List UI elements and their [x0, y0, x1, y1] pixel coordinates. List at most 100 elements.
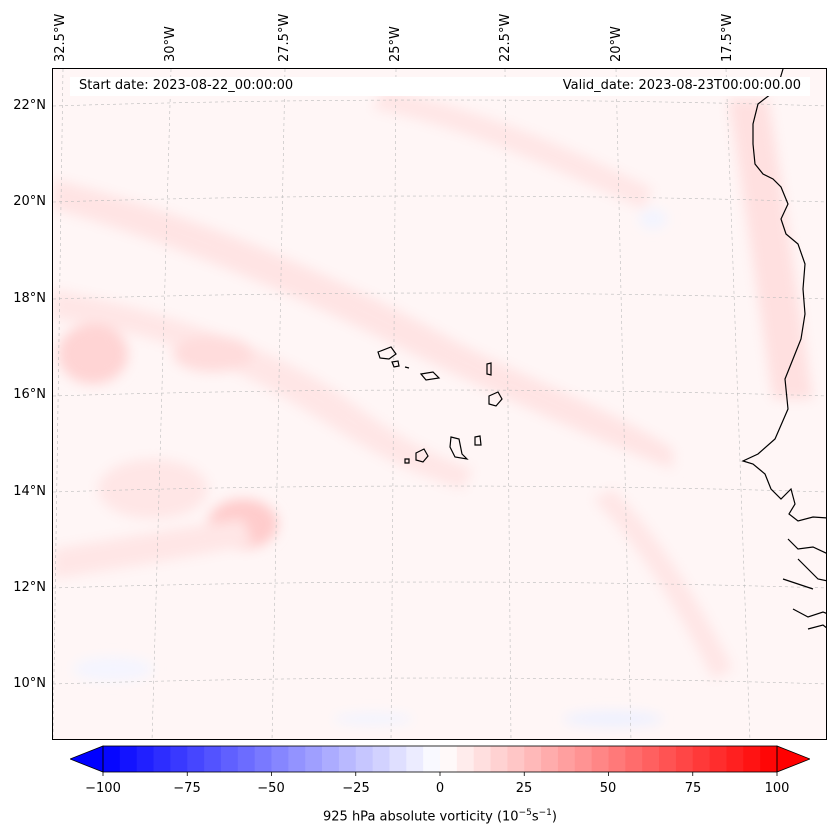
positive-band	[53, 289, 473, 489]
parallel-gridline	[53, 292, 826, 300]
colorbar-segment	[187, 746, 205, 772]
island-fogo	[415, 448, 429, 463]
island-brava	[404, 458, 410, 464]
colorbar-segment	[743, 746, 761, 772]
longitude-label: 22.5°W	[498, 13, 513, 62]
colorbar-segment	[372, 746, 390, 772]
parallel-gridline	[53, 677, 826, 685]
africa-coastline	[741, 69, 826, 522]
colorbar-units-exp: −5	[518, 808, 532, 818]
colorbar-segment	[625, 746, 643, 772]
meridian-gridline	[53, 69, 64, 739]
africa-coastline	[792, 608, 826, 618]
colorbar-segment	[726, 746, 744, 772]
latitude-label: 14°N	[13, 484, 46, 499]
colorbar-segment	[507, 746, 525, 772]
island-sao-nicolau	[419, 371, 441, 381]
colorbar-segment	[220, 746, 239, 772]
latitude-label: 10°N	[13, 676, 46, 691]
negative-patch	[563, 711, 663, 727]
negative-patch	[333, 713, 413, 725]
colorbar-segment	[271, 746, 289, 772]
colorbar-segment	[170, 746, 188, 772]
positive-band	[593, 489, 733, 679]
meridian-gridline	[725, 69, 751, 739]
longitude-label: 30°W	[163, 26, 178, 62]
colorbar-tick-label: −100	[85, 781, 121, 796]
negative-patch	[639, 209, 667, 229]
longitude-label: 17.5°W	[720, 13, 735, 62]
positive-band	[373, 89, 653, 209]
island-santa-luzia	[404, 366, 410, 369]
colorbar	[70, 745, 810, 776]
colorbar-tick-label: −50	[257, 781, 285, 796]
colorbar-segment	[692, 746, 711, 772]
positive-patch	[98, 459, 208, 519]
positive-band	[53, 519, 253, 579]
meridian-gridline	[504, 69, 512, 739]
colorbar-segment	[355, 746, 374, 772]
colorbar-segment	[254, 746, 272, 772]
vorticity-map	[53, 69, 826, 739]
africa-coastline	[782, 578, 814, 590]
parallel-gridline	[53, 485, 826, 493]
colorbar-segment	[709, 746, 727, 772]
gridlines	[53, 69, 826, 739]
parallel-gridline	[53, 581, 826, 589]
colorbar-segment	[473, 746, 492, 772]
longitude-label: 32.5°W	[53, 13, 68, 62]
colorbar-segment	[760, 746, 778, 772]
parallel-gridline	[53, 195, 826, 203]
island-santo-antao	[377, 346, 397, 360]
colorbar-segment	[136, 746, 155, 772]
colorbar-units-prefix: (10	[496, 809, 519, 825]
meridian-gridline	[151, 69, 172, 739]
latitude-label: 22°N	[13, 98, 46, 113]
colorbar-extend-low	[70, 745, 104, 773]
colorbar-segment	[440, 746, 458, 772]
colorbar-segment	[338, 746, 357, 772]
latitude-label: 20°N	[13, 194, 46, 209]
colorbar-segment	[608, 746, 626, 772]
africa-coastline	[787, 538, 826, 554]
colorbar-segment	[659, 746, 677, 772]
africa-coastline	[797, 558, 826, 582]
colorbar-segment	[305, 746, 323, 772]
colorbar-segment	[423, 746, 441, 772]
negative-patch	[73, 657, 153, 681]
latitude-label: 18°N	[13, 291, 46, 306]
valid-date-label: Valid_date: 2023-08-23T00:00:00.00	[562, 78, 801, 93]
island-santiago	[449, 436, 469, 460]
colorbar-segment	[119, 746, 138, 772]
island-sal	[486, 362, 492, 376]
colorbar-segment	[642, 746, 660, 772]
colorbar-segment	[456, 746, 475, 772]
colorbar-segment	[103, 746, 121, 772]
start-date-label: Start date: 2023-08-22_00:00:00	[79, 78, 294, 93]
map-panel	[52, 68, 827, 740]
longitude-label: 27.5°W	[277, 13, 292, 62]
positive-patch	[58, 324, 128, 384]
longitude-label: 20°W	[609, 26, 624, 62]
colorbar-segment	[322, 746, 340, 772]
colorbar-segment	[288, 746, 306, 772]
cape-verde-islands	[377, 346, 503, 464]
colorbar-segment	[541, 746, 559, 772]
colorbar-segment	[237, 746, 256, 772]
island-sao-vicente	[391, 360, 400, 368]
colorbar-tick-label: 25	[515, 781, 533, 796]
island-maio	[474, 435, 482, 446]
colorbar-segment	[574, 746, 593, 772]
africa-coastline	[807, 624, 826, 630]
colorbar-segment	[524, 746, 542, 772]
colorbar-segments	[103, 746, 778, 772]
colorbar-segment	[591, 746, 609, 772]
colorbar-tick-label: 75	[684, 781, 702, 796]
colorbar-tick-label: 50	[599, 781, 617, 796]
meridian-gridline	[271, 69, 286, 739]
colorbar-tick-label: 100	[764, 781, 790, 796]
colorbar-variable: 925 hPa absolute vorticity	[323, 809, 493, 825]
colorbar-units-exp: −1	[538, 808, 552, 818]
colorbar-title: 925 hPa absolute vorticity (10−5s−1)	[0, 808, 837, 824]
colorbar-segment	[675, 746, 694, 772]
